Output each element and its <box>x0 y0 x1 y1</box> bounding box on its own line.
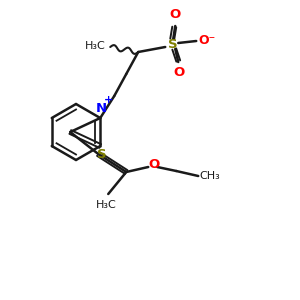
Text: O: O <box>148 158 160 172</box>
Text: CH₃: CH₃ <box>200 171 220 181</box>
Text: H₃C: H₃C <box>85 41 106 51</box>
Text: N: N <box>96 101 107 115</box>
Text: H₃C: H₃C <box>96 200 117 210</box>
Text: S: S <box>98 148 107 161</box>
Text: O: O <box>174 67 185 80</box>
Text: O⁻: O⁻ <box>199 34 216 47</box>
Text: O: O <box>169 8 181 22</box>
Text: S: S <box>168 38 178 50</box>
Text: +: + <box>103 95 113 105</box>
